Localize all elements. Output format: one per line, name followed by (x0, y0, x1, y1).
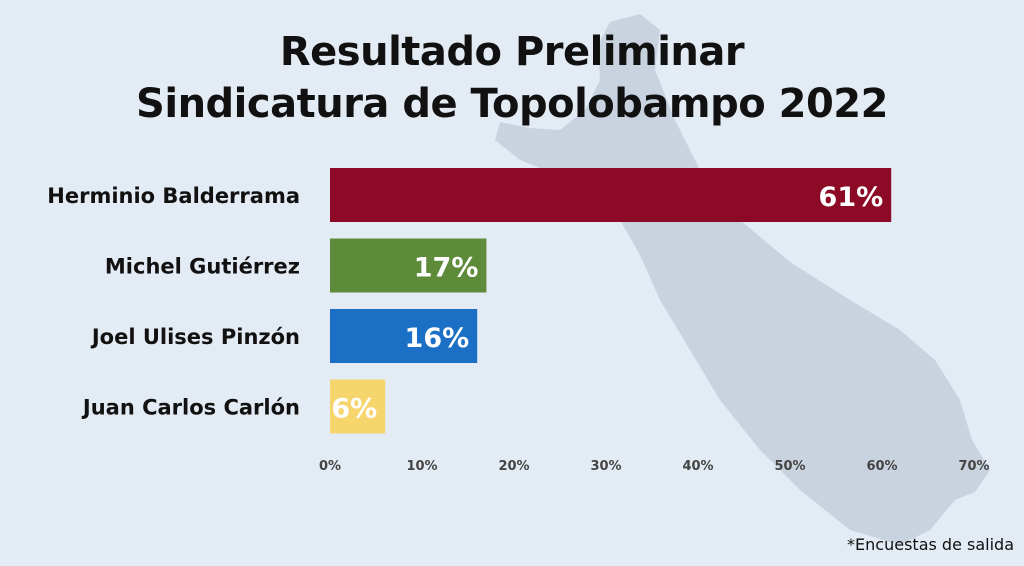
chart-title-line1: Resultado Preliminar (279, 29, 745, 75)
bar-4 (330, 379, 386, 434)
x-tick-label-3: 30% (590, 459, 621, 474)
x-tick-label-4: 40% (682, 459, 713, 474)
data-label-3: 16% (405, 323, 470, 354)
x-tick-label-7: 70% (958, 459, 989, 474)
data-label-1: 61% (819, 182, 884, 213)
category-label-4: Juan Carlos Carlón (81, 396, 300, 420)
category-label-1: Herminio Balderrama (47, 184, 300, 208)
chart-title-line2: Sindicatura de Topolobampo 2022 (136, 81, 888, 127)
x-tick-label-1: 10% (406, 459, 437, 474)
x-tick-label-0: 0% (319, 459, 341, 474)
bar-2 (330, 238, 487, 293)
data-label-2: 17% (414, 253, 479, 284)
data-label-4: 6% (331, 394, 377, 425)
category-label-2: Michel Gutiérrez (105, 255, 300, 279)
bar-3 (330, 309, 478, 363)
x-tick-label-6: 60% (866, 459, 897, 474)
x-tick-label-5: 50% (774, 459, 805, 474)
category-label-3: Joel Ulises Pinzón (90, 325, 300, 349)
x-tick-label-2: 20% (498, 459, 529, 474)
bar-1 (330, 168, 892, 222)
footnote: *Encuestas de salida (847, 535, 1014, 554)
